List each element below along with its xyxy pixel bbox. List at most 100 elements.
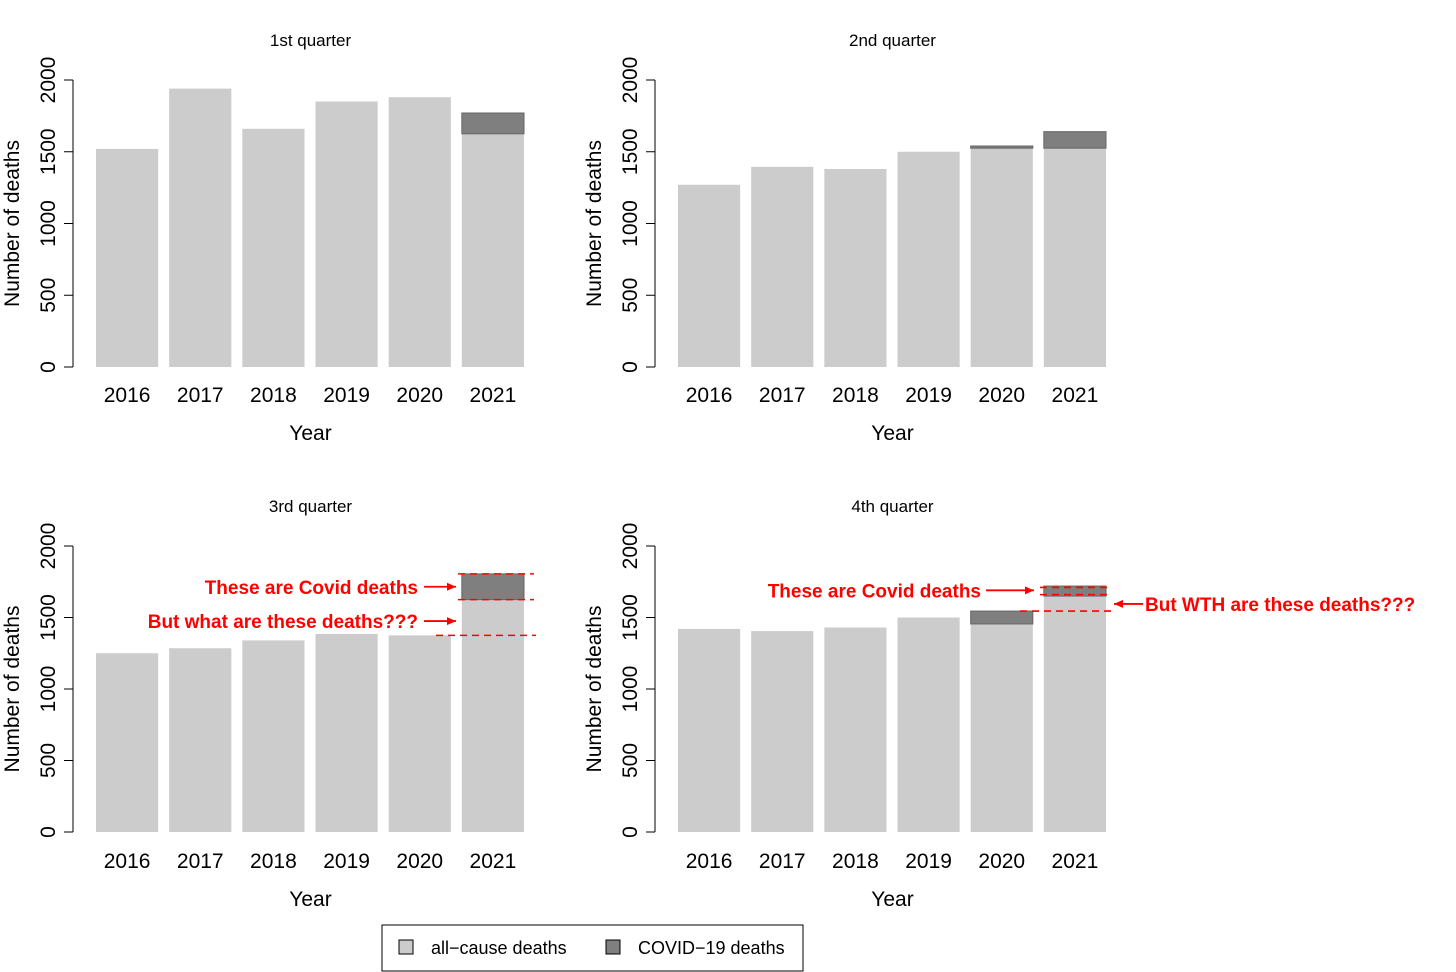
x-tick-label: 2020 [396,384,443,407]
x-tick-label: 2020 [978,384,1025,407]
bar-all-cause-2020 [388,635,451,832]
annotation-arrowhead [1114,599,1123,608]
annotation-text: But what are these deaths??? [148,612,418,633]
x-tick-label: 2021 [1052,850,1099,873]
bar-all-cause-2020 [388,97,451,367]
x-tick-label: 2021 [1052,384,1099,407]
bar-covid-2020 [970,145,1034,149]
y-tick-label: 0 [619,826,642,838]
x-tick-label: 2016 [104,384,151,407]
y-tick-label: 0 [619,361,642,373]
bar-all-cause-2018 [824,627,887,832]
bar-all-cause-2016 [678,628,741,832]
bar-covid-2021 [1043,131,1107,149]
x-axis-title: Year [871,422,913,445]
x-tick-label: 2017 [177,850,224,873]
bar-all-cause-2021 [461,133,524,367]
legend-box [381,924,804,972]
bar-all-cause-2017 [169,88,232,368]
x-tick-label: 2016 [686,850,733,873]
x-tick-label: 2019 [323,850,370,873]
x-tick-label: 2018 [250,384,297,407]
x-tick-label: 2021 [470,384,517,407]
y-tick-label: 0 [37,826,60,838]
bar-all-cause-2019 [897,151,960,367]
y-tick-label: 1000 [37,200,60,247]
legend-swatch-covid [605,939,621,955]
panel-title: 2nd quarter [849,31,936,50]
panel-3: 3rd quarter 2016 2017 2018 2019 2020 2021 0 500 1… [1,497,536,911]
bar-all-cause-2021 [461,599,524,832]
bar-all-cause-2017 [751,166,814,367]
panel-title: 3rd quarter [269,497,352,516]
panel-title: 4th quarter [851,497,934,516]
bar-covid-2020 [970,610,1034,625]
x-axis-title: Year [871,888,913,911]
y-tick-label: 1000 [619,666,642,713]
bar-covid-2021 [1043,585,1107,597]
x-tick-label: 2020 [396,850,443,873]
y-tick-label: 1500 [619,594,642,641]
legend-swatch-all-cause [398,939,414,955]
x-tick-label: 2018 [832,850,879,873]
y-tick-label: 500 [619,278,642,313]
x-tick-label: 2018 [832,384,879,407]
panel-1: 1st quarter 2016 2017 2018 2019 2020 2021 0 500 1… [1,31,525,445]
x-tick-label: 2019 [323,384,370,407]
x-axis-title: Year [289,422,331,445]
bar-covid-2021 [461,112,525,135]
bar-all-cause-2020 [970,148,1033,367]
y-tick-label: 2000 [619,523,642,570]
panel-2: 2nd quarter 2016 2017 2018 2019 2020 2021 0 500 1… [583,31,1107,445]
y-tick-label: 1500 [37,128,60,175]
x-tick-label: 2016 [104,850,151,873]
y-tick-label: 2000 [37,523,60,570]
bar-all-cause-2021 [1043,596,1106,832]
bar-all-cause-2019 [315,101,378,368]
y-axis-title: Number of deaths [583,606,606,773]
x-axis-title: Year [289,888,331,911]
y-tick-label: 1500 [619,128,642,175]
bar-covid-2021 [461,573,525,601]
y-tick-label: 1500 [37,594,60,641]
bar-all-cause-2016 [678,184,741,367]
bar-all-cause-2021 [1043,148,1106,367]
bar-all-cause-2019 [315,633,378,832]
y-tick-label: 0 [37,361,60,373]
y-axis-title: Number of deaths [1,606,24,773]
x-tick-label: 2017 [759,850,806,873]
bar-all-cause-2019 [897,617,960,832]
bar-all-cause-2016 [96,148,159,367]
legend: all−cause deaths COVID−19 deaths [381,924,804,972]
bar-all-cause-2017 [169,648,232,832]
annotation-arrowhead [447,582,456,591]
panel-4: 4th quarter 2016 2017 2018 2019 2020 2021 0 500 1… [583,497,1415,911]
y-tick-label: 500 [619,743,642,778]
y-tick-label: 1000 [619,200,642,247]
y-tick-label: 2000 [37,57,60,104]
y-tick-label: 500 [37,278,60,313]
x-tick-label: 2016 [686,384,733,407]
bar-all-cause-2020 [970,623,1033,832]
annotation-text: These are Covid deaths [768,581,981,602]
annotation-arrowhead [447,617,456,626]
y-tick-label: 500 [37,743,60,778]
x-tick-label: 2019 [905,384,952,407]
y-tick-label: 1000 [37,666,60,713]
bar-all-cause-2017 [751,631,814,832]
x-tick-label: 2020 [978,850,1025,873]
annotation-arrowhead [1025,586,1034,595]
y-axis-title: Number of deaths [1,140,24,307]
legend-label-all-cause: all−cause deaths [431,938,567,958]
x-tick-label: 2021 [470,850,517,873]
x-tick-label: 2017 [177,384,224,407]
x-tick-label: 2017 [759,384,806,407]
bar-all-cause-2018 [824,168,887,367]
y-axis-title: Number of deaths [583,140,606,307]
annotation-text: But WTH are these deaths??? [1145,595,1415,616]
panel-title: 1st quarter [270,31,352,50]
y-tick-label: 2000 [619,57,642,104]
bar-all-cause-2018 [242,128,305,367]
annotation-text: These are Covid deaths [205,578,418,599]
